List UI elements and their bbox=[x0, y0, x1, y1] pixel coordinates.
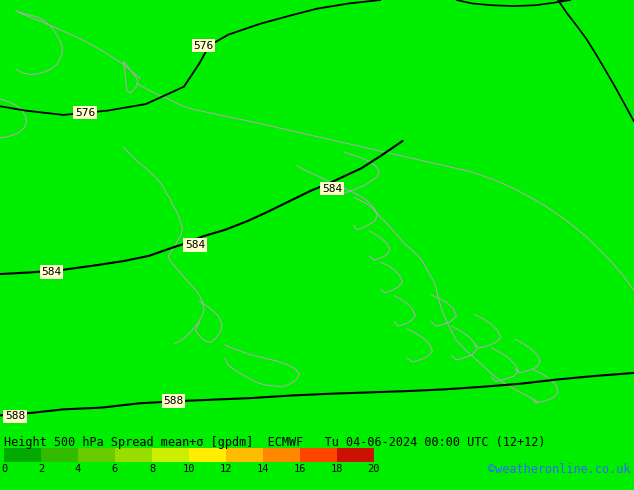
Text: 0: 0 bbox=[1, 464, 7, 474]
Text: ©weatheronline.co.uk: ©weatheronline.co.uk bbox=[488, 464, 630, 476]
Text: 16: 16 bbox=[294, 464, 306, 474]
Text: 10: 10 bbox=[183, 464, 195, 474]
Text: 18: 18 bbox=[331, 464, 343, 474]
Text: 584: 584 bbox=[322, 184, 342, 194]
Text: 20: 20 bbox=[368, 464, 380, 474]
Bar bbox=[300, 448, 337, 462]
Bar bbox=[263, 448, 300, 462]
Bar bbox=[41, 448, 78, 462]
Bar bbox=[189, 448, 226, 462]
Text: 8: 8 bbox=[149, 464, 155, 474]
Text: 584: 584 bbox=[41, 267, 61, 277]
Text: 14: 14 bbox=[257, 464, 269, 474]
Bar bbox=[115, 448, 152, 462]
Text: 4: 4 bbox=[75, 464, 81, 474]
Bar bbox=[152, 448, 189, 462]
Bar bbox=[226, 448, 263, 462]
Bar bbox=[78, 448, 115, 462]
Text: Height 500 hPa Spread mean+σ [gpdm]  ECMWF   Tu 04-06-2024 00:00 UTC (12+12): Height 500 hPa Spread mean+σ [gpdm] ECMW… bbox=[4, 436, 545, 449]
Bar bbox=[4, 448, 41, 462]
Text: 2: 2 bbox=[38, 464, 44, 474]
Text: 12: 12 bbox=[220, 464, 232, 474]
Text: 576: 576 bbox=[75, 108, 95, 118]
Bar bbox=[337, 448, 374, 462]
Text: 588: 588 bbox=[164, 396, 184, 406]
Text: 584: 584 bbox=[185, 240, 205, 250]
Text: 576: 576 bbox=[193, 41, 214, 50]
Text: 6: 6 bbox=[112, 464, 118, 474]
Text: 588: 588 bbox=[5, 411, 25, 421]
